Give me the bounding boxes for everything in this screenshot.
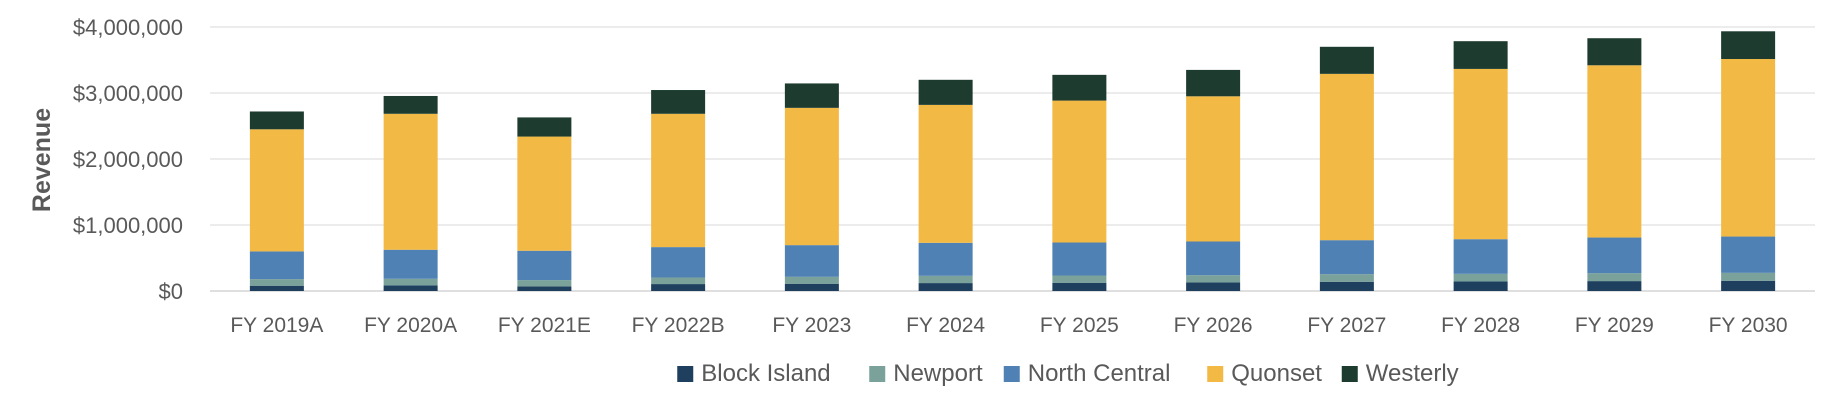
legend-label-newport: Newport — [893, 360, 983, 387]
legend-label-north-central: North Central — [1028, 360, 1171, 387]
x-tick-label: FY 2025 — [1040, 314, 1119, 337]
bar-block-island-2 — [383, 285, 438, 291]
bar-north-central-11 — [1587, 237, 1642, 274]
x-tick-label: FY 2028 — [1441, 314, 1520, 337]
legend-swatch-newport — [869, 366, 886, 382]
bar-newport-6 — [918, 275, 973, 284]
bar-quonset-9 — [1319, 73, 1374, 241]
gridlines — [210, 26, 1815, 292]
x-tick-label: FY 2022B — [632, 314, 725, 337]
bar-north-central-7 — [1052, 242, 1107, 276]
bar-block-island-10 — [1453, 281, 1508, 291]
bar-newport-11 — [1587, 273, 1642, 282]
bar-block-island-3 — [517, 286, 572, 291]
bar-westerly-1 — [249, 111, 304, 130]
bar-north-central-8 — [1186, 241, 1241, 276]
x-axis-tick-labels: FY 2019A FY 2020A FY 2021E FY 2022B FY 2023 F… — [230, 314, 1787, 337]
x-tick-label: FY 2029 — [1575, 314, 1654, 337]
y-axis-tick-labels: $0 $1,000,000 $2,000,000 $3,000,000 $4,000,0… — [73, 15, 183, 304]
bars — [249, 31, 1776, 291]
x-tick-label: FY 2021E — [498, 314, 591, 337]
x-tick-label: FY 2020A — [364, 314, 457, 337]
x-tick-label: FY 2027 — [1307, 314, 1386, 337]
bar-quonset-6 — [918, 104, 973, 243]
bar-newport-1 — [249, 279, 304, 286]
y-tick-label: $0 — [159, 279, 183, 304]
bar-block-island-8 — [1186, 282, 1241, 291]
bar-westerly-3 — [517, 117, 572, 137]
bar-westerly-2 — [383, 95, 438, 114]
bar-newport-10 — [1453, 273, 1508, 282]
bar-block-island-6 — [918, 283, 973, 291]
y-axis-title: Revenue — [28, 108, 56, 212]
x-tick-label: FY 2019A — [230, 314, 323, 337]
bar-westerly-4 — [651, 90, 706, 114]
legend: Block Island Newport North Central Quonset W… — [677, 360, 1459, 387]
bar-westerly-10 — [1453, 41, 1508, 69]
legend-label-quonset: Quonset — [1231, 360, 1322, 387]
legend-swatch-westerly — [1341, 366, 1358, 382]
bar-block-island-1 — [249, 285, 304, 291]
bar-westerly-6 — [918, 79, 973, 105]
bar-north-central-1 — [249, 251, 304, 280]
bar-newport-7 — [1052, 275, 1107, 283]
bar-block-island-11 — [1587, 281, 1642, 291]
y-tick-label: $2,000,000 — [73, 147, 183, 172]
bar-westerly-11 — [1587, 38, 1642, 66]
bar-quonset-4 — [651, 113, 706, 248]
bar-newport-4 — [651, 277, 706, 285]
bar-north-central-6 — [918, 242, 973, 276]
bar-quonset-10 — [1453, 68, 1508, 240]
bar-block-island-5 — [784, 283, 839, 291]
bar-block-island-9 — [1319, 281, 1374, 291]
bar-quonset-2 — [383, 113, 438, 250]
bar-quonset-1 — [249, 129, 304, 252]
bar-westerly-7 — [1052, 74, 1107, 101]
legend-label-block-island: Block Island — [701, 360, 830, 387]
bar-newport-3 — [517, 280, 572, 287]
bar-quonset-5 — [784, 107, 839, 246]
bar-north-central-4 — [651, 247, 706, 278]
legend-swatch-north-central — [1003, 366, 1020, 382]
bar-westerly-5 — [784, 83, 839, 108]
bar-north-central-5 — [784, 245, 839, 277]
x-tick-label: FY 2026 — [1174, 314, 1253, 337]
bar-quonset-8 — [1186, 96, 1241, 242]
legend-swatch-block-island — [677, 366, 694, 382]
bar-westerly-8 — [1186, 69, 1241, 97]
legend-swatch-quonset — [1207, 366, 1224, 382]
bar-newport-12 — [1721, 272, 1776, 281]
bar-quonset-7 — [1052, 100, 1107, 243]
bar-newport-5 — [784, 276, 839, 284]
bar-north-central-3 — [517, 250, 572, 281]
y-tick-label: $4,000,000 — [73, 15, 183, 40]
bar-westerly-12 — [1721, 31, 1776, 60]
x-tick-label: FY 2030 — [1709, 314, 1788, 337]
bar-newport-8 — [1186, 275, 1241, 283]
bar-block-island-7 — [1052, 282, 1107, 291]
y-tick-label: $3,000,000 — [73, 81, 183, 106]
x-tick-label: FY 2023 — [772, 314, 851, 337]
bar-quonset-11 — [1587, 65, 1642, 238]
bar-north-central-2 — [383, 249, 438, 279]
x-tick-label: FY 2024 — [906, 314, 985, 337]
bar-north-central-9 — [1319, 240, 1374, 275]
bar-block-island-4 — [651, 284, 706, 291]
bar-quonset-12 — [1721, 59, 1776, 237]
bar-westerly-9 — [1319, 46, 1374, 74]
bar-newport-2 — [383, 278, 438, 286]
bar-quonset-3 — [517, 136, 572, 251]
bar-block-island-12 — [1721, 280, 1776, 291]
bar-north-central-12 — [1721, 236, 1776, 273]
legend-label-westerly: Westerly — [1366, 360, 1459, 387]
bar-north-central-10 — [1453, 239, 1508, 274]
bar-newport-9 — [1319, 274, 1374, 282]
y-tick-label: $1,000,000 — [73, 213, 183, 238]
